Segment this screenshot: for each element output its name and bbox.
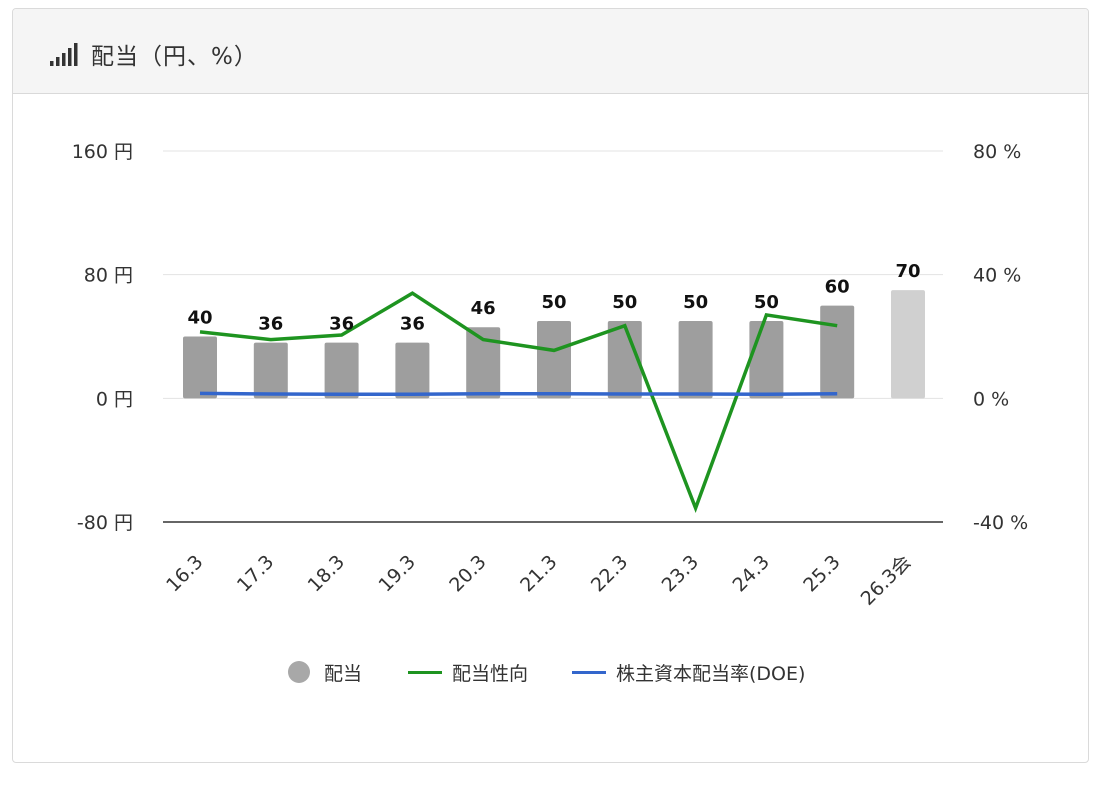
x-axis-tick-label: 25.3 (799, 551, 844, 596)
bar-data-label: 36 (400, 314, 425, 335)
left-axis-tick-label: 0 円 (96, 388, 133, 410)
bar (253, 342, 288, 399)
bar-data-label: 60 (825, 277, 850, 298)
bar-data-label: 50 (612, 292, 637, 313)
bar (537, 321, 571, 399)
bar (891, 290, 925, 399)
bar (466, 327, 501, 399)
card-header: 配当（円、%） (13, 9, 1088, 94)
bar (324, 342, 359, 399)
bar-data-label: 50 (541, 292, 566, 313)
x-axis-tick-label: 19.3 (374, 551, 419, 596)
right-axis-tick-label: 0 % (973, 388, 1009, 410)
legend-label-dividend: 配当 (324, 662, 363, 685)
x-axis-tick-label: 26.3会 (857, 551, 916, 610)
x-axis-tick-label: 23.3 (658, 551, 703, 596)
right-axis-tick-label: 80 % (973, 141, 1021, 163)
right-axis-tick-label: -40 % (973, 512, 1028, 534)
left-axis-tick-label: -80 円 (77, 512, 133, 534)
x-axis-tick-label: 22.3 (587, 551, 632, 596)
bar-data-label: 40 (187, 308, 212, 329)
legend-label-doe: 株主資本配当率(DOE) (616, 662, 806, 685)
bar-data-label: 50 (754, 292, 779, 313)
x-axis-tick-label: 20.3 (445, 551, 490, 596)
bar-data-label: 50 (683, 292, 708, 313)
x-axis-tick-label: 21.3 (516, 551, 561, 596)
bar (749, 321, 784, 399)
signal-bars-icon (50, 43, 78, 66)
x-axis-tick-label: 18.3 (304, 551, 349, 596)
legend-item-payout-ratio[interactable]: 配当性向 (408, 652, 528, 692)
page-title: 配当（円、%） (91, 44, 258, 70)
x-axis-tick-label: 24.3 (728, 551, 773, 596)
legend-swatch-payout-ratio (408, 670, 442, 674)
legend-swatch-dividend (288, 661, 310, 683)
legend-swatch-doe (572, 670, 606, 674)
bar (395, 342, 430, 399)
payout-ratio-line (199, 291, 838, 514)
bar-data-label: 36 (329, 314, 354, 335)
bar (183, 336, 217, 399)
bar (678, 321, 713, 399)
bar (607, 321, 642, 399)
x-axis-tick-label: 16.3 (162, 551, 207, 596)
bar (820, 305, 855, 399)
left-axis-tick-label: 80 円 (84, 265, 133, 287)
x-axis-tick-label: 17.3 (233, 551, 278, 596)
right-axis-tick-label: 40 % (973, 265, 1021, 287)
left-axis-tick-label: 160 円 (72, 141, 133, 163)
bar-data-label: 46 (471, 298, 496, 319)
legend-item-doe[interactable]: 株主資本配当率(DOE) (572, 652, 805, 692)
legend-item-dividend[interactable]: 配当 (288, 652, 362, 692)
chart-legend: 配当 配当性向 株主資本配当率(DOE) (0, 652, 1107, 692)
bar-data-label: 36 (258, 314, 283, 335)
doe-line (199, 391, 838, 397)
legend-label-payout-ratio: 配当性向 (452, 662, 529, 685)
bar-data-label: 70 (895, 261, 920, 282)
